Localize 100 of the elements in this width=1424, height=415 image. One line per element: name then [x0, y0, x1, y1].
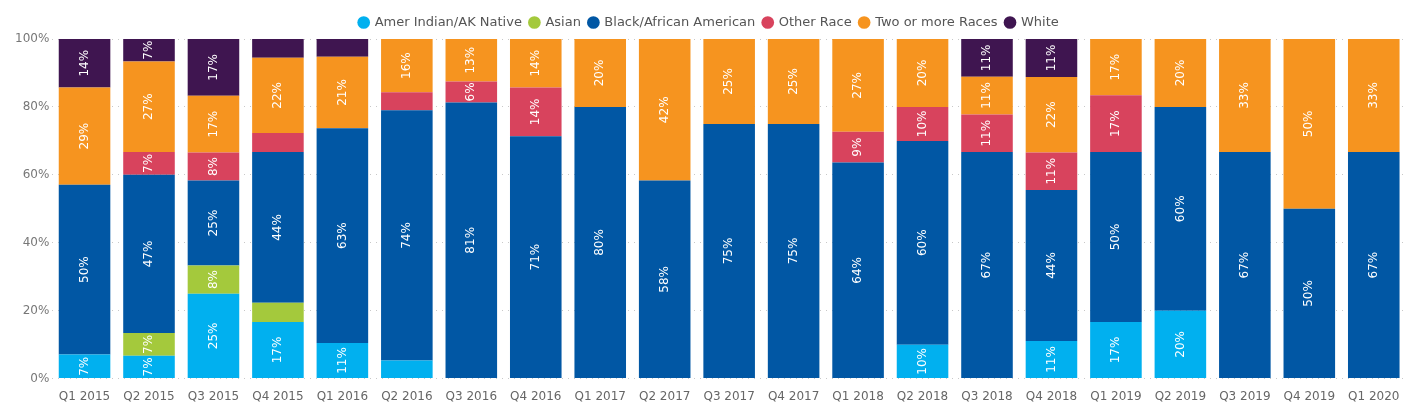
- y-tick-label: 40%: [22, 234, 50, 249]
- data-label: 47%: [141, 240, 156, 268]
- data-label: 50%: [1301, 280, 1316, 307]
- data-label: 20%: [1172, 331, 1187, 358]
- data-label: 9%: [850, 137, 865, 157]
- legend-label: Black/African American: [604, 13, 756, 29]
- data-label: 67%: [979, 251, 994, 279]
- data-label: 71%: [527, 243, 542, 271]
- data-label: 75%: [721, 237, 736, 265]
- data-label: 20%: [914, 59, 929, 87]
- y-tick-label: 80%: [22, 99, 50, 114]
- data-label: 81%: [463, 226, 478, 254]
- data-label: 11%: [979, 119, 994, 147]
- x-tick-label: Q2 2018: [896, 388, 949, 403]
- data-label: 10%: [914, 348, 929, 375]
- x-tick-label: Q2 2017: [638, 388, 691, 403]
- y-tick-label: 60%: [22, 166, 50, 181]
- data-label: 42%: [656, 96, 671, 124]
- legend-label: Amer Indian/AK Native: [374, 13, 522, 29]
- data-label: 44%: [1043, 252, 1058, 279]
- data-label: 7%: [141, 153, 156, 173]
- x-tick-label: Q3 2016: [445, 388, 498, 403]
- data-label: 27%: [141, 93, 156, 121]
- data-label: 50%: [76, 256, 91, 283]
- data-label: 25%: [205, 209, 220, 237]
- data-label: 63%: [334, 222, 349, 249]
- legend-label: Two or more Races: [874, 13, 998, 29]
- data-label: 60%: [914, 229, 929, 257]
- data-label: 16%: [398, 52, 413, 79]
- data-label: 11%: [334, 347, 349, 374]
- data-label: 7%: [141, 334, 156, 354]
- x-tick-label: Q3 2017: [703, 388, 755, 403]
- x-tick-label: Q3 2018: [961, 388, 1013, 403]
- data-label: 21%: [334, 79, 349, 106]
- data-label: 64%: [850, 257, 865, 284]
- data-label: 17%: [1108, 53, 1123, 81]
- y-tick-label: 0%: [30, 370, 50, 385]
- x-tick-label: Q1 2018: [832, 388, 884, 403]
- data-label: 7%: [76, 356, 91, 376]
- data-label: 6%: [463, 82, 478, 102]
- legend-label: Asian: [545, 13, 581, 29]
- legend-label: White: [1021, 13, 1059, 29]
- x-tick-label: Q3 2019: [1219, 388, 1271, 403]
- data-label: 10%: [914, 110, 929, 138]
- data-label: 50%: [1108, 223, 1123, 251]
- data-label: 20%: [1172, 59, 1187, 87]
- data-label: 29%: [76, 122, 91, 150]
- data-label: 17%: [205, 54, 220, 81]
- data-label: 33%: [1365, 82, 1380, 109]
- data-label: 80%: [592, 229, 607, 256]
- data-label: 13%: [463, 46, 478, 74]
- x-tick-label: Q4 2016: [510, 388, 562, 403]
- data-label: 44%: [270, 214, 285, 241]
- x-tick-label: Q1 2017: [574, 388, 626, 403]
- x-tick-label: Q4 2015: [252, 388, 304, 403]
- x-tick-label: Q1 2019: [1090, 388, 1142, 403]
- data-label: 17%: [1108, 110, 1123, 138]
- data-label: 11%: [1043, 157, 1058, 185]
- data-label: 11%: [1043, 346, 1058, 373]
- x-tick-label: Q3 2015: [187, 388, 240, 403]
- x-tick-label: Q1 2020: [1348, 388, 1400, 403]
- data-label: 75%: [785, 237, 800, 265]
- x-tick-label: Q2 2015: [123, 388, 175, 403]
- data-label: 33%: [1236, 82, 1251, 109]
- x-tick-label: Q2 2016: [381, 388, 433, 403]
- data-label: 67%: [1236, 251, 1251, 279]
- data-label: 25%: [785, 68, 800, 95]
- data-label: 67%: [1365, 251, 1380, 279]
- data-label: 14%: [76, 49, 91, 77]
- data-label: 11%: [979, 82, 994, 109]
- data-label: 20%: [592, 59, 607, 87]
- data-label: 11%: [979, 44, 994, 72]
- data-label: 11%: [1043, 44, 1058, 72]
- data-label: 17%: [1108, 336, 1123, 364]
- x-tick-label: Q4 2017: [767, 388, 820, 403]
- y-tick-label: 20%: [22, 302, 50, 317]
- data-label: 50%: [1301, 110, 1316, 138]
- data-label: 8%: [205, 270, 220, 290]
- data-label: 25%: [205, 322, 220, 350]
- data-label: 60%: [1172, 195, 1187, 223]
- data-label: 74%: [398, 222, 413, 249]
- x-tick-label: Q1 2016: [316, 388, 369, 403]
- data-label: 7%: [141, 357, 156, 377]
- x-tick-label: Q4 2018: [1025, 388, 1078, 403]
- y-tick-label: 100%: [14, 31, 50, 46]
- data-label: 7%: [141, 40, 156, 60]
- data-label: 14%: [527, 98, 542, 126]
- legend-label: Other Race: [778, 13, 852, 29]
- data-label: 8%: [205, 157, 220, 177]
- data-label: 17%: [270, 336, 285, 364]
- data-label: 17%: [205, 110, 220, 138]
- data-label: 14%: [527, 49, 542, 77]
- x-tick-label: Q4 2019: [1283, 388, 1336, 403]
- data-label: 58%: [656, 266, 671, 293]
- data-label: 25%: [721, 68, 736, 95]
- x-tick-label: Q1 2015: [58, 388, 111, 403]
- x-tick-label: Q2 2019: [1154, 388, 1207, 403]
- data-label: 22%: [270, 82, 285, 109]
- data-label: 22%: [1043, 101, 1058, 129]
- data-label: 27%: [850, 72, 865, 99]
